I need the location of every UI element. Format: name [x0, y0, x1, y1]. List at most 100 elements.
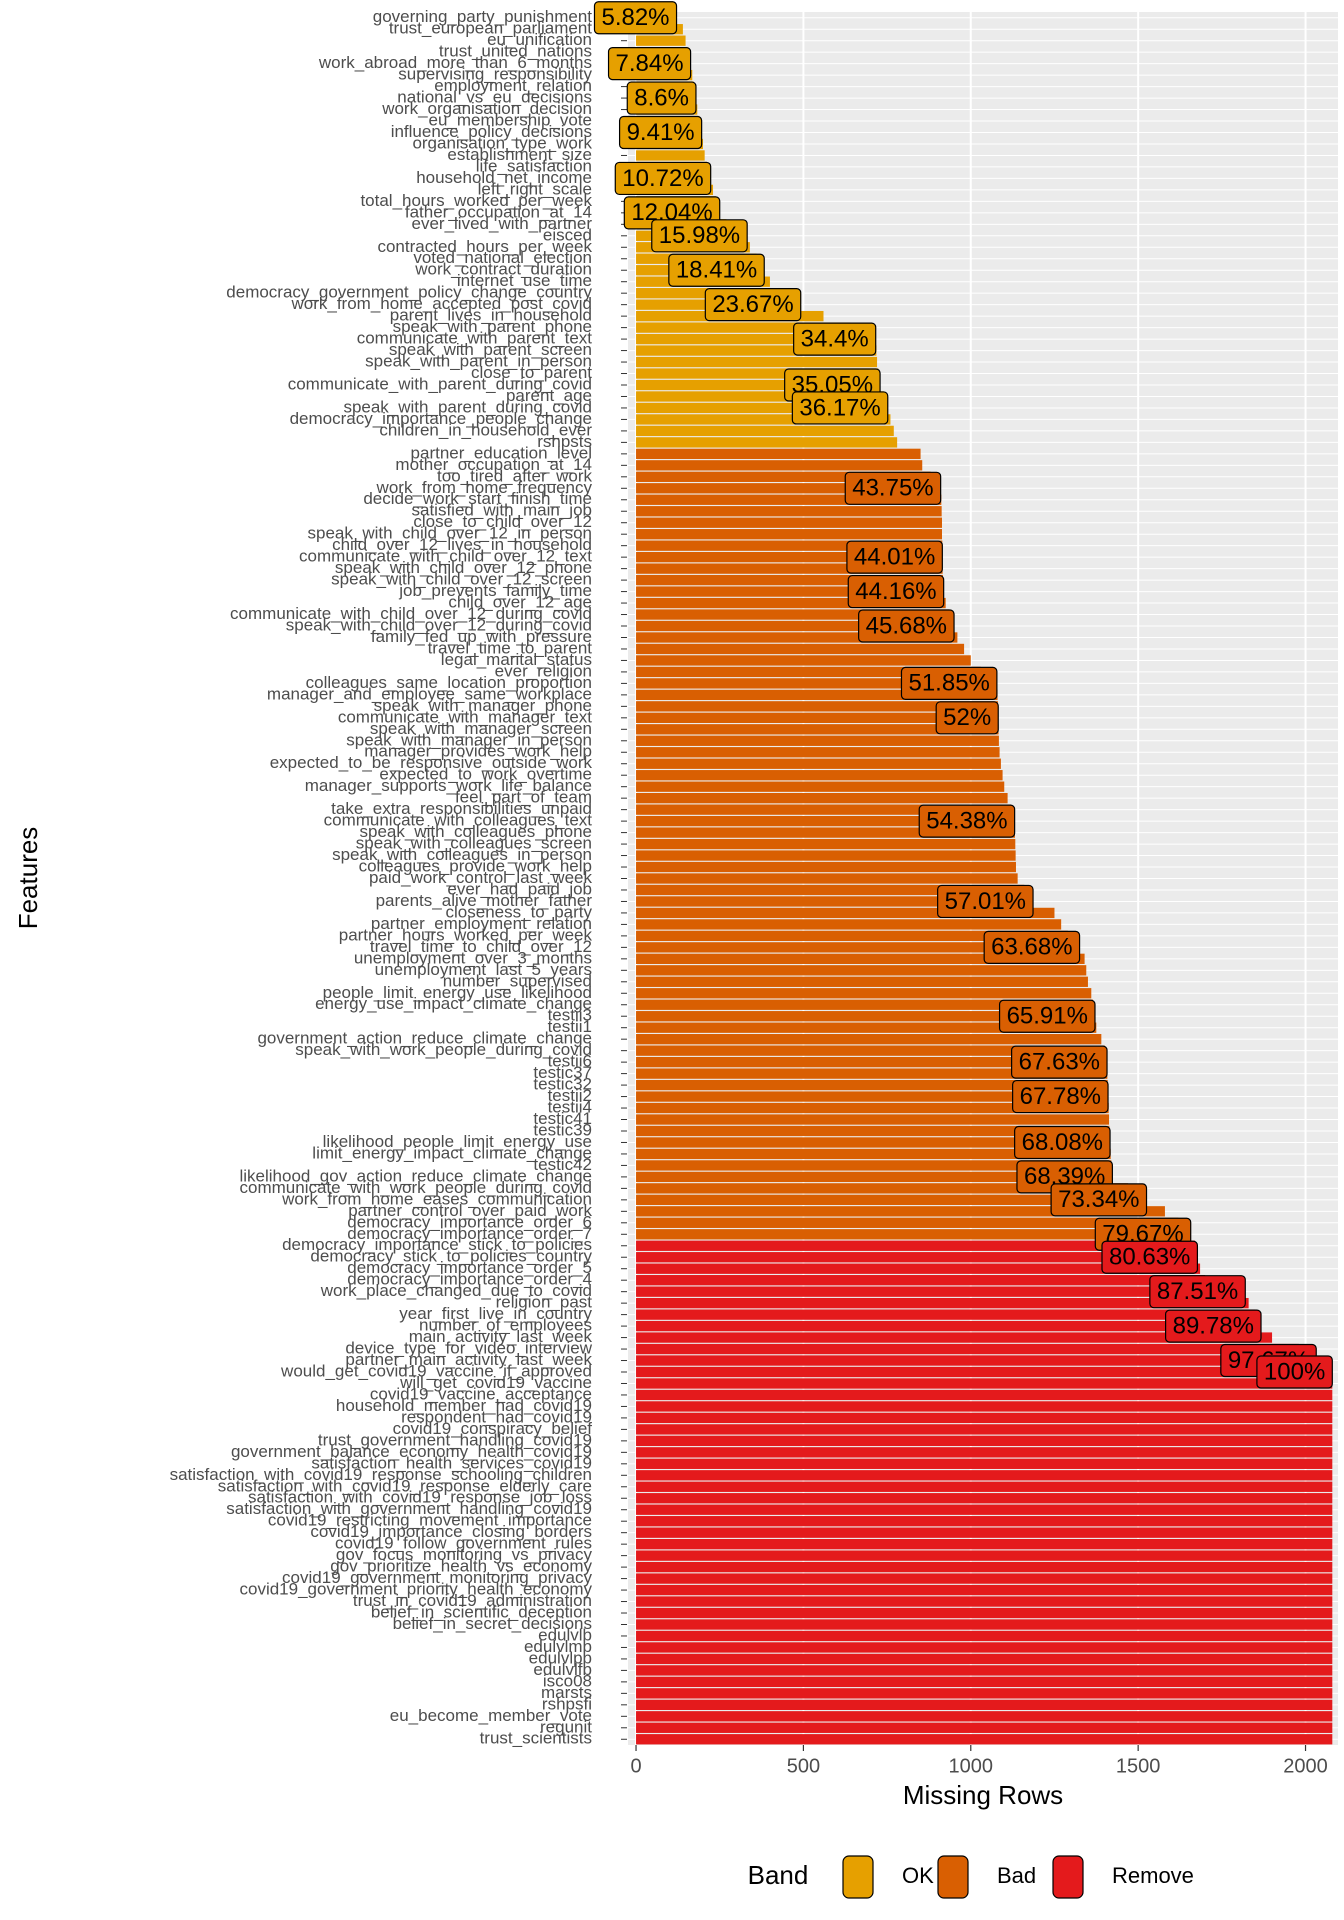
bar	[636, 333, 876, 345]
value-label: 73.34%	[1050, 1183, 1148, 1217]
y-tick-label: father_occupation_at_14	[405, 202, 592, 221]
y-tick-label: partner_education_level	[411, 443, 592, 462]
bar	[636, 701, 998, 712]
y-tick-label: left_right_scale	[478, 179, 592, 198]
y-tick-label: satisfaction_with_covid19_response_schoo…	[170, 1465, 592, 1484]
y-tick-label: feel_part_of_team	[455, 788, 592, 807]
value-label-box	[847, 574, 945, 609]
bar	[636, 1045, 1105, 1056]
y-tick-label: trust_government_handling_covid19	[318, 1430, 592, 1449]
bar	[636, 529, 942, 540]
y-tick-label: legal_marital_status	[441, 650, 592, 669]
x-tick-label: 2000	[1283, 1755, 1328, 1777]
y-tick-label: covid19_restricting_movement_importance	[268, 1511, 592, 1530]
y-tick-label: work_place_changed_due_to_covid	[320, 1281, 592, 1300]
bar	[636, 494, 942, 505]
bar	[636, 770, 1003, 781]
value-label: 87.51%	[1149, 1275, 1246, 1309]
x-tick-label: 0	[630, 1755, 641, 1777]
value-label-box	[858, 609, 955, 643]
y-tick-label: supervising_responsibility	[398, 65, 592, 84]
y-axis-title: Features	[13, 827, 43, 930]
y-tick-label: communicate_with_manager_text	[338, 707, 592, 726]
y-tick-label: democracy_importance_people_change	[290, 409, 592, 428]
value-label: 23.67%	[704, 288, 802, 322]
y-tick-label: communicate_with_work_people_during_covi…	[240, 1178, 592, 1197]
y-tick-label: number_of_employees	[419, 1316, 592, 1335]
y-tick-label: speak_with_child_over_12_phone	[335, 558, 592, 577]
value-label-text: 10.72%	[622, 165, 703, 192]
value-label: 67.63%	[1011, 1045, 1108, 1079]
bar	[636, 1240, 1196, 1251]
y-tick-label: speak_with_manager_phone	[374, 696, 592, 715]
y-tick-label: covid19_government_monitoring_privacy	[282, 1568, 592, 1587]
value-label-text: 23.67%	[712, 291, 793, 318]
y-tick-label: satisfied_with_main_job	[412, 501, 593, 520]
y-tick-label: manager_supports_work_life_balance	[305, 776, 592, 795]
bar	[636, 792, 1008, 804]
y-tick-label: testic32	[533, 1075, 592, 1094]
bar	[636, 150, 705, 161]
y-tick-label: edulvlmb	[524, 1637, 592, 1656]
y-tick-label: speak_with_colleagues_phone	[359, 822, 592, 841]
y-tick-label: regunit	[540, 1717, 592, 1736]
bar	[636, 574, 943, 586]
y-tick-label: satisfaction_with_government_handling_co…	[226, 1499, 592, 1518]
y-tick-label: organisation_type_work	[412, 133, 592, 152]
y-tick-label: democracy_importance_order_5	[347, 1258, 592, 1277]
y-tick-label: covid19_government_priority_health_econo…	[240, 1580, 593, 1599]
bar	[636, 540, 943, 551]
y-tick-label: respondent_had_covid19	[401, 1407, 592, 1426]
value-label-box	[935, 701, 999, 735]
y-tick-label: would_get_covid19_vaccine_if_approved	[280, 1361, 592, 1380]
value-label-box	[614, 161, 712, 196]
y-tick-label: edulvlb	[538, 1625, 592, 1644]
bar	[636, 1320, 1262, 1332]
value-label: 18.41%	[668, 253, 765, 287]
y-tick-label: likelihood_people_limit_energy_use	[323, 1132, 592, 1151]
value-label-text: 73.34%	[1058, 1186, 1139, 1213]
value-label-box	[704, 288, 802, 322]
value-label-box	[791, 391, 889, 425]
value-label: 34.4%	[793, 322, 877, 356]
bar	[636, 1056, 1108, 1068]
y-tick-label: decide_work_start_finish_time	[363, 489, 592, 508]
y-tick-label: expected_to_work_overtime	[379, 765, 592, 784]
value-label-text: 5.82%	[601, 4, 669, 31]
bar	[636, 379, 881, 391]
y-tick-label: testic37	[533, 1063, 592, 1082]
bar	[636, 907, 1055, 919]
bar	[636, 1206, 1165, 1217]
y-tick-label: democracy_government_policy_change_count…	[226, 283, 592, 302]
y-tick-label: communicate_with_colleagues_text	[324, 811, 593, 830]
bar	[636, 758, 1001, 769]
legend-key	[842, 1855, 874, 1899]
x-axis-title: Missing Rows	[903, 1780, 1063, 1810]
bar	[636, 471, 931, 482]
bar	[636, 1619, 1333, 1630]
y-tick-label: take_extra_responsibilities_unpaid	[331, 799, 592, 818]
y-tick-label: speak_with_child_over_12_screen	[331, 570, 592, 589]
y-tick-label: testii6	[548, 1052, 592, 1071]
bar	[636, 1722, 1333, 1733]
bar	[636, 1332, 1273, 1343]
y-tick-label: testic41	[533, 1109, 592, 1128]
y-tick-label: trust_in_covid19_administration	[353, 1591, 592, 1610]
y-tick-label: work_contract_duration	[414, 260, 592, 279]
y-tick-label: partner_hours_worked_per_week	[339, 925, 593, 944]
bar	[636, 1504, 1333, 1515]
bar	[636, 1550, 1333, 1561]
bar	[636, 620, 955, 632]
y-tick-label: speak_with_parent_in_person	[365, 352, 592, 371]
y-tick-label: covid19_vaccine_acceptance	[370, 1384, 592, 1403]
y-tick-label: testic42	[533, 1155, 592, 1174]
legend-label: OK	[902, 1863, 934, 1888]
bar	[636, 1022, 1097, 1033]
y-tick-label: gov_focus_monitoring_vs_privacy	[336, 1545, 593, 1564]
bar	[636, 1229, 1191, 1240]
value-label-text: 34.4%	[801, 325, 869, 352]
y-tick-label: trust_scientists	[480, 1729, 592, 1748]
bar	[636, 850, 1016, 861]
bar	[636, 1194, 1147, 1206]
y-tick-label: influence_policy_decisions	[391, 122, 592, 141]
